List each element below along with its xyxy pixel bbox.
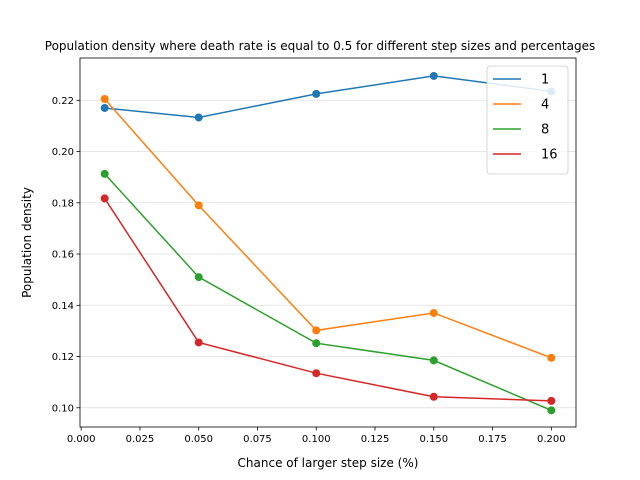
data-point (429, 392, 438, 401)
data-point (429, 356, 438, 365)
legend-item: 1 (493, 73, 549, 88)
x-tick-label: 0.150 (419, 434, 448, 445)
y-tick-label: 0.12 (52, 352, 74, 363)
x-tick-label: 0.175 (478, 434, 507, 445)
y-tick-label: 0.20 (52, 147, 74, 158)
data-point (194, 113, 203, 122)
legend-item: 4 (493, 98, 549, 113)
legend-item: 16 (493, 148, 558, 163)
legend: 1 4 8 16 (486, 65, 569, 175)
y-tick-label: 0.14 (52, 301, 74, 312)
y-axis-ticks: 0.10 0.12 0.14 0.16 0.18 0.20 0.22 (52, 96, 80, 414)
data-point (100, 95, 109, 103)
legend-label: 1 (541, 73, 549, 88)
x-axis-ticks: 0.000 0.025 0.050 0.075 0.100 0.125 0.150 0.175… (67, 427, 566, 445)
data-point (312, 339, 321, 348)
series-4 (100, 95, 556, 362)
series-1 (100, 71, 556, 122)
series-line (104, 198, 552, 402)
y-tick-label: 0.18 (52, 198, 74, 209)
x-tick-label: 0.200 (537, 434, 566, 445)
data-point (429, 308, 438, 317)
data-point (312, 89, 321, 98)
data-point (312, 369, 321, 378)
y-tick-label: 0.22 (52, 96, 74, 107)
x-tick-label: 0.025 (126, 434, 155, 445)
data-point (194, 201, 203, 210)
data-point (547, 353, 556, 362)
series-line (104, 75, 552, 119)
y-tick-label: 0.10 (52, 403, 74, 414)
data-point (429, 71, 438, 80)
x-tick-label: 0.100 (302, 434, 331, 445)
gridlines (80, 99, 576, 409)
series-16 (100, 194, 556, 405)
data-point (194, 338, 203, 347)
chart-title: Population density where death rate is e… (45, 39, 595, 53)
x-axis-label: Chance of larger step size (%) (238, 456, 419, 470)
x-tick-label: 0.125 (361, 434, 390, 445)
data-point (547, 396, 556, 405)
y-axis-label: Population density (20, 187, 34, 298)
series-layer (100, 71, 556, 415)
series-8 (100, 169, 556, 415)
data-point (194, 273, 203, 282)
y-tick-label: 0.16 (52, 250, 74, 261)
legend-item: 8 (493, 123, 549, 138)
data-point (100, 194, 109, 203)
plot-frame (79, 57, 577, 428)
x-tick-label: 0.050 (184, 434, 213, 445)
legend-label: 8 (541, 123, 549, 138)
x-tick-label: 0.000 (67, 434, 96, 445)
data-point (100, 103, 109, 112)
legend-label: 16 (541, 148, 558, 163)
data-point (100, 169, 109, 178)
series-line (104, 98, 552, 359)
data-point (312, 326, 321, 335)
data-point (547, 406, 556, 415)
legend-label: 4 (541, 98, 549, 113)
legend-box (486, 65, 569, 175)
x-tick-label: 0.075 (243, 434, 272, 445)
